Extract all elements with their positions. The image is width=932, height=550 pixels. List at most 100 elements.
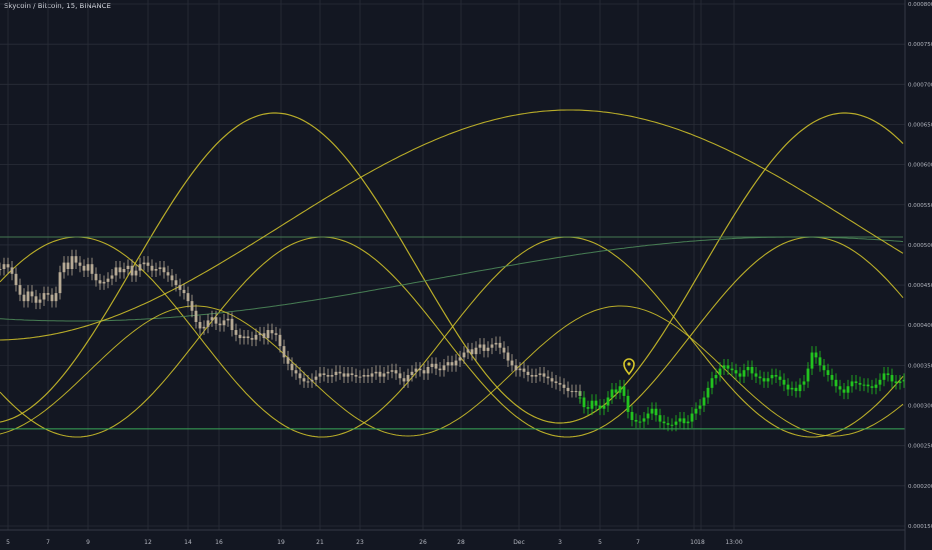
price-tick-label: 0.000650	[908, 122, 932, 128]
candle-body	[554, 381, 558, 384]
map-pin-dot	[627, 362, 631, 366]
candle-body	[354, 375, 358, 377]
time-tick-label: 16	[215, 539, 223, 546]
candle-body	[470, 349, 474, 355]
candle-body	[454, 360, 458, 366]
candle-body	[810, 352, 814, 369]
candle-body	[226, 318, 230, 321]
candle-body	[506, 352, 510, 361]
candle-body	[806, 368, 810, 382]
cycle-wave-arc	[0, 109, 904, 341]
time-tick-label: 18	[697, 539, 705, 546]
candle-body	[214, 317, 218, 324]
candle-body	[618, 386, 622, 393]
candle-body	[118, 267, 122, 273]
candle-body	[70, 256, 74, 270]
candle-body	[74, 256, 78, 263]
candle-body	[826, 370, 830, 376]
candle-body	[94, 273, 98, 281]
time-tick-label: 19	[277, 539, 285, 546]
time-tick-label: 12	[144, 539, 152, 546]
candle-body	[874, 384, 878, 388]
candle-body	[26, 291, 30, 302]
candle-body	[678, 418, 682, 422]
candle-body	[842, 389, 846, 393]
candle-body	[462, 352, 466, 358]
time-tick-label: 14	[184, 539, 192, 546]
candle-body	[402, 378, 406, 382]
candle-body	[666, 423, 670, 425]
candle-body	[110, 275, 114, 279]
candle-body	[186, 293, 190, 302]
price-tick-label: 0.000550	[908, 203, 932, 209]
candle-body	[614, 389, 618, 393]
candle-body	[262, 333, 266, 339]
candle-body	[510, 360, 514, 366]
candle-body	[654, 408, 658, 416]
candle-body	[750, 366, 754, 374]
candle-body	[102, 281, 106, 284]
candle-body	[538, 373, 542, 376]
candle-body	[734, 370, 738, 374]
trend-wave	[0, 236, 904, 322]
candle-body	[114, 267, 118, 276]
candle-body	[838, 386, 842, 390]
candle-body	[190, 301, 194, 311]
time-tick-label: 9	[86, 539, 90, 546]
candle-body	[382, 373, 386, 377]
candle-body	[122, 269, 126, 273]
price-tick-label: 0.000700	[908, 82, 932, 88]
candle-body	[42, 293, 46, 300]
time-tick-label: 7	[636, 539, 640, 546]
candle-body	[546, 376, 550, 379]
price-tick-label: 0.000200	[908, 484, 932, 490]
candle-body	[474, 347, 478, 355]
candle-body	[166, 272, 170, 276]
candle-body	[38, 299, 42, 303]
candle-body	[346, 373, 350, 377]
candle-body	[710, 378, 714, 388]
price-tick-label: 0.000500	[908, 243, 932, 249]
candle-body	[526, 371, 530, 376]
price-tick-label: 0.000150	[908, 524, 932, 530]
candle-body	[362, 375, 366, 377]
cycle-wave-long	[0, 112, 904, 424]
time-tick-label: 7	[46, 539, 50, 546]
candle-body	[486, 347, 490, 351]
candle-body	[694, 408, 698, 414]
candle-body	[222, 320, 226, 326]
candle-body	[518, 368, 522, 371]
candle-body	[422, 370, 426, 374]
candle-body	[522, 368, 526, 372]
candle-body	[378, 371, 382, 377]
candle-body	[150, 265, 154, 271]
time-tick-label: Dec	[513, 539, 525, 546]
candle-body	[702, 397, 706, 406]
candle-body	[242, 336, 246, 339]
candle-body	[310, 379, 314, 382]
candle-body	[326, 375, 330, 377]
candle-body	[446, 362, 450, 366]
chart-grid	[0, 0, 905, 530]
candle-body	[22, 294, 26, 302]
candle-body	[674, 421, 678, 425]
candle-body	[18, 285, 22, 295]
candle-body	[642, 418, 646, 422]
time-tick-label: 21	[316, 539, 324, 546]
candle-body	[290, 363, 294, 371]
candle-body	[478, 344, 482, 348]
time-tick-label: 5	[598, 539, 602, 546]
candle-body	[862, 384, 866, 386]
candle-body	[162, 267, 166, 273]
map-pin-icon	[623, 358, 635, 376]
candle-body	[6, 264, 10, 268]
candle-body	[350, 373, 354, 376]
candle-body	[770, 375, 774, 379]
candle-body	[134, 270, 138, 276]
candle-body	[466, 349, 470, 353]
candle-body	[194, 310, 198, 323]
price-tick-label: 0.000250	[908, 444, 932, 450]
candle-body	[394, 370, 398, 374]
candle-body	[622, 386, 626, 396]
